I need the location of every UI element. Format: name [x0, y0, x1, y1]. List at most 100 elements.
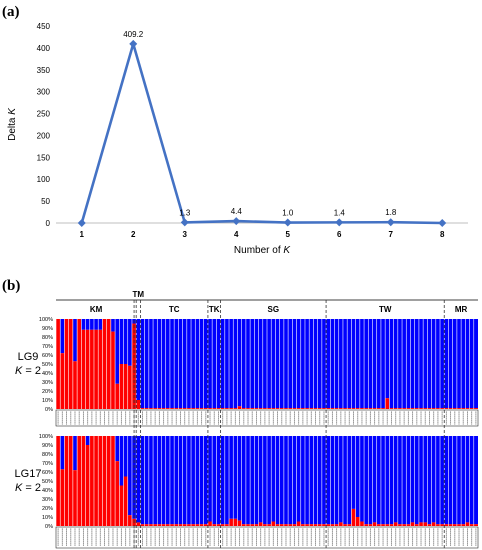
data-value-label: 409.2	[123, 30, 144, 39]
bar-segment-cluster-1	[271, 408, 276, 409]
bar-segment-cluster-1	[98, 436, 103, 526]
bar-segment-cluster-2	[288, 436, 293, 525]
bar-segment-cluster-1	[115, 383, 120, 409]
bar-segment-cluster-2	[326, 436, 331, 525]
data-point-marker	[335, 218, 344, 227]
bar-segment-cluster-2	[245, 436, 251, 525]
bar-segment-cluster-2	[330, 319, 335, 409]
bar-segment-cluster-1	[304, 408, 310, 409]
bar-segment-cluster-2	[456, 319, 462, 409]
bar-segment-cluster-1	[330, 408, 335, 409]
bar-segment-cluster-2	[465, 436, 470, 523]
row-k-var: K	[15, 365, 23, 377]
bar-segment-cluster-2	[224, 436, 230, 525]
bar-segment-cluster-1	[279, 408, 284, 409]
bar-segment-cluster-2	[393, 319, 398, 409]
bar-segment-cluster-2	[258, 436, 263, 523]
percent-tick-label: 40%	[42, 371, 53, 377]
bar-segment-cluster-1	[364, 408, 369, 409]
bar-segment-cluster-1	[233, 518, 238, 526]
bar-segment-cluster-1	[207, 408, 213, 409]
bar-segment-cluster-2	[258, 319, 263, 409]
x-axis-title: Number of K	[234, 245, 291, 256]
bar-segment-cluster-1	[165, 408, 170, 409]
bar-segment-cluster-1	[250, 408, 255, 409]
bar-segment-cluster-1	[64, 319, 69, 409]
bar-segment-cluster-1	[178, 408, 183, 409]
bar-segment-cluster-1	[465, 522, 470, 526]
bar-segment-cluster-1	[102, 436, 107, 526]
bar-segment-cluster-2	[178, 319, 183, 409]
x-axis-ticks: 1 2 3 4 5 6 7 8	[80, 230, 446, 239]
bar-segment-cluster-1	[469, 524, 474, 526]
bar-segment-cluster-1	[406, 524, 411, 526]
bar-segment-cluster-1	[220, 524, 225, 526]
bar-segment-cluster-2	[157, 319, 162, 409]
bar-segment-cluster-2	[191, 436, 196, 525]
sample-names-lg17	[55, 526, 479, 549]
bar-segment-cluster-1	[351, 408, 356, 409]
bar-segment-cluster-2	[283, 436, 289, 525]
bar-segment-cluster-1	[102, 319, 107, 409]
bar-segment-cluster-1	[115, 461, 120, 526]
bar-segment-cluster-1	[321, 524, 327, 526]
bar-segment-cluster-1	[89, 436, 94, 526]
bar-segment-cluster-2	[127, 319, 132, 366]
bar-segment-cluster-2	[448, 436, 453, 525]
bar-segment-cluster-1	[119, 485, 124, 526]
bar-segment-cluster-1	[254, 524, 259, 526]
bar-segment-cluster-2	[233, 319, 238, 409]
bar-segment-cluster-1	[296, 521, 301, 526]
percent-tick-label: 10%	[42, 398, 53, 404]
bar-segment-cluster-1	[195, 524, 200, 526]
bar-segment-cluster-1	[435, 524, 441, 526]
bar-segment-cluster-1	[279, 524, 284, 526]
y-tick-label: 200	[37, 131, 51, 140]
bar-segment-cluster-1	[169, 408, 175, 409]
bar-segment-cluster-2	[169, 319, 175, 409]
bar-segment-cluster-2	[283, 319, 289, 409]
bar-segment-cluster-2	[389, 436, 394, 525]
bar-segment-cluster-1	[452, 408, 457, 409]
bar-segment-cluster-2	[279, 319, 284, 409]
bar-segment-cluster-2	[140, 436, 145, 525]
bar-segment-cluster-1	[186, 408, 192, 409]
bar-segment-cluster-2	[148, 319, 154, 409]
bar-segment-cluster-2	[313, 319, 318, 409]
bar-segment-cluster-1	[326, 408, 331, 409]
bar-segment-cluster-2	[414, 436, 419, 525]
bar-segment-cluster-2	[440, 319, 445, 409]
row-label-lg17: LG17	[15, 468, 42, 480]
bar-segment-cluster-2	[148, 436, 154, 525]
bar-segment-cluster-2	[342, 319, 348, 409]
bar-segment-cluster-1	[207, 521, 213, 526]
bar-segment-cluster-1	[368, 524, 373, 526]
bar-segment-cluster-1	[93, 329, 99, 409]
x-tick-label: 2	[131, 230, 136, 239]
bar-segment-cluster-1	[364, 524, 369, 526]
bar-segment-cluster-1	[153, 408, 158, 409]
bar-segment-cluster-1	[245, 524, 251, 526]
percent-tick-label: 0%	[45, 407, 53, 413]
bar-segment-cluster-1	[258, 408, 263, 409]
population-labels: KM TM TC TK SG TW MR	[90, 290, 468, 314]
bar-segment-cluster-2	[275, 436, 280, 525]
bar-segment-cluster-1	[385, 524, 390, 526]
bar-segment-cluster-1	[313, 408, 318, 409]
population-label-sg: SG	[268, 305, 280, 314]
bar-segment-cluster-2	[427, 436, 432, 525]
bar-segment-cluster-1	[283, 408, 289, 409]
bar-segment-cluster-2	[199, 436, 204, 525]
bar-segment-cluster-1	[389, 408, 394, 409]
bar-segment-cluster-1	[338, 522, 343, 526]
bar-segment-cluster-1	[212, 524, 217, 526]
bar-segment-cluster-2	[250, 319, 255, 409]
bar-segment-cluster-1	[271, 521, 276, 526]
bar-segment-cluster-1	[423, 408, 428, 409]
bar-segment-cluster-2	[368, 319, 373, 409]
sample-name-strip	[55, 409, 479, 427]
bar-segment-cluster-2	[461, 436, 466, 525]
bar-segment-cluster-2	[254, 436, 259, 525]
bar-segment-cluster-2	[144, 319, 149, 409]
delta-k-line-chart: 0 50 100 150 200 250 300 350 400 450 1 2 3 4 5 6 7 8 409…	[7, 22, 468, 256]
